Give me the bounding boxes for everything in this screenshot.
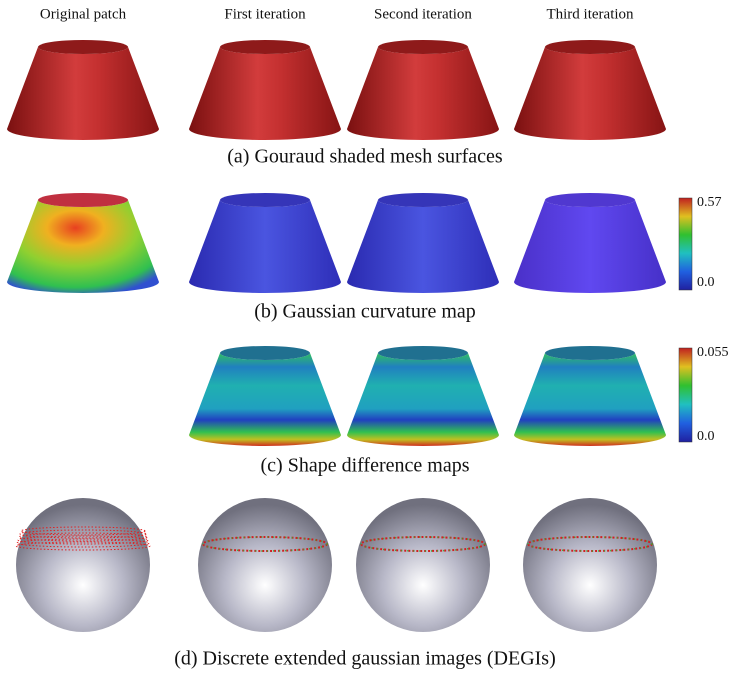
mesh-top [38, 193, 128, 207]
mesh-surface [189, 47, 341, 140]
mesh-top [545, 346, 635, 360]
mesh-surface [7, 47, 159, 140]
column-header: Original patch [40, 6, 127, 22]
colorbar [679, 348, 692, 442]
mesh-surface [189, 200, 341, 293]
colorbar-label: 0.055 [697, 345, 729, 360]
caption: (c) Shape difference maps [261, 455, 470, 477]
mesh-surface [347, 200, 499, 293]
mesh-surface [7, 200, 159, 293]
mesh-surface [189, 353, 341, 446]
mesh-top [378, 346, 468, 360]
mesh-surface [514, 200, 666, 293]
degi-sphere [16, 498, 150, 632]
degi-sphere [523, 498, 657, 632]
mesh-surface [347, 47, 499, 140]
mesh-surface [514, 353, 666, 446]
column-header: Third iteration [546, 6, 634, 22]
mesh-top [545, 193, 635, 207]
mesh-top [220, 40, 310, 54]
mesh-top [220, 346, 310, 360]
colorbar [679, 198, 692, 290]
column-header: Second iteration [374, 6, 472, 22]
colorbar-label: 0.0 [697, 429, 715, 444]
mesh-top [545, 40, 635, 54]
mesh-surface [347, 353, 499, 446]
caption: (a) Gouraud shaded mesh surfaces [227, 146, 503, 168]
caption: (d) Discrete extended gaussian images (D… [174, 648, 556, 670]
mesh-top [378, 193, 468, 207]
colorbar-label: 0.0 [697, 275, 715, 290]
mesh-top [38, 40, 128, 54]
degi-sphere [198, 498, 332, 632]
caption: (b) Gaussian curvature map [254, 301, 476, 323]
column-header: First iteration [224, 6, 306, 22]
colorbar-label: 0.57 [697, 195, 722, 210]
mesh-top [220, 193, 310, 207]
mesh-top [378, 40, 468, 54]
figure: Original patch First iteration Second it… [0, 0, 730, 677]
degi-sphere [356, 498, 490, 632]
mesh-surface [514, 47, 666, 140]
